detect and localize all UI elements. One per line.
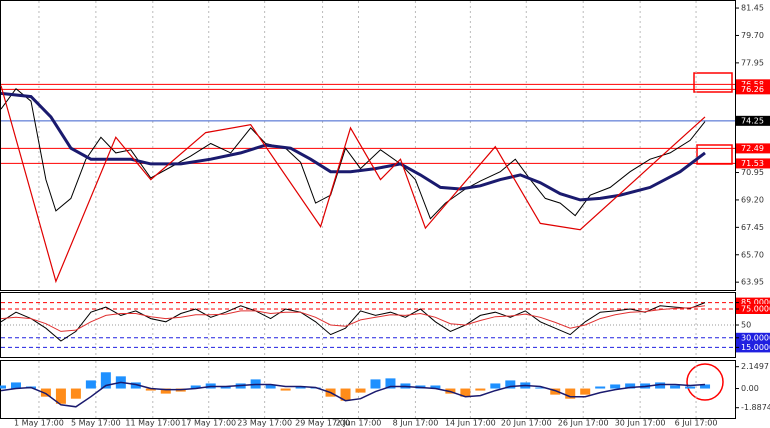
series-line [0,87,706,220]
histogram-bar [0,385,6,389]
y-tick-label: 30.0000 [741,333,770,342]
x-tick-label: 30 Jun 17:00 [615,419,666,428]
x-tick-label: 20 Jun 17:00 [501,419,552,428]
level-label: 74.25 [741,116,764,125]
histogram-bar [595,386,606,389]
histogram-bar [130,382,141,389]
histogram-bar [70,388,81,399]
histogram-bar [685,386,696,389]
level-label-bg [736,143,770,154]
series-line [0,381,706,408]
histogram-bar [430,385,441,389]
histogram-bar [85,380,96,389]
histogram-bar [40,388,51,397]
y-tick-label: 15.0000 [741,343,770,352]
x-tick-label: 23 May 17:00 [237,419,292,428]
y-tick-label: 85.0000 [741,298,770,307]
histogram-bar [370,379,381,389]
series-line [0,91,706,202]
y-tick-label: 75.0000 [741,305,770,314]
macd-panel [0,360,736,419]
histogram-bar [610,384,621,389]
level-label-bg [736,84,770,95]
histogram-bar [340,388,351,401]
histogram-bar [385,378,396,389]
x-tick-label: 26 Jun 17:00 [558,419,609,428]
zone-box [693,72,733,93]
histogram-bar [220,386,231,389]
histogram-bar [460,388,471,397]
histogram-bar [190,385,201,389]
y-tick-label: -1.8874 [741,403,770,412]
series-line [0,305,706,332]
tick-label-bg [736,297,770,308]
y-tick-label: 69.20 [741,195,764,204]
y-tick-label: 77.95 [741,58,764,67]
x-tick-label: 1 May 17:00 [14,419,64,428]
tick-label-bg [736,342,770,353]
histogram-bar [565,388,576,399]
histogram-bar [295,386,306,389]
histogram-bar [55,388,66,404]
histogram-bar [160,388,171,394]
histogram-bar [655,382,666,389]
histogram-bar [670,385,681,389]
y-tick-label: 50 [741,321,751,330]
tick-label-bg [736,304,770,314]
histogram-bar [145,388,156,391]
level-label-bg [736,79,770,90]
histogram-bar [700,384,711,389]
level-label: 76.58 [741,80,764,89]
x-tick-label: 11 May 17:00 [125,419,180,428]
histogram-bar [550,388,561,395]
histogram-bar [535,387,546,389]
price-panel [0,0,736,291]
zone-box [696,144,733,165]
histogram-bar [280,388,291,391]
histogram-bar [100,372,111,389]
series-line [0,85,706,284]
level-label-bg [736,115,770,126]
y-tick-label: 65.70 [741,250,764,259]
x-tick-label: 17 May 17:00 [181,419,236,428]
x-tick-label: 2 Jun 17:00 [336,419,382,428]
level-label: 71.53 [741,159,764,168]
level-label-bg [736,158,770,169]
y-tick-label: 63.95 [741,278,764,287]
x-tick-label: 5 May 17:00 [71,419,121,428]
x-tick-label: 14 Jun 17:00 [445,419,496,428]
histogram-bar [490,383,501,389]
y-tick-label: 79.70 [741,31,764,40]
x-tick-label: 29 May 17:00 [295,419,350,428]
histogram-bar [10,382,21,389]
y-tick-label: 0.00 [741,384,759,393]
histogram-bar [505,380,516,389]
y-tick-label: 81.45 [741,4,764,13]
x-tick-label: 6 Jul 17:00 [675,419,718,428]
level-label: 72.49 [741,144,764,153]
series-line [0,302,706,342]
histogram-bar [625,383,636,389]
tick-label-bg [736,332,770,343]
y-tick-label: 70.95 [741,168,764,177]
x-tick-label: 8 Jun 17:00 [393,419,439,428]
y-tick-label: 2.1497 [741,362,769,371]
highlight-circle [686,363,724,401]
y-tick-label: 67.45 [741,223,764,232]
histogram-bar [265,384,276,389]
histogram-bar [355,388,366,393]
histogram-bar [475,388,486,391]
level-label: 76.26 [741,85,764,94]
histogram-bar [580,388,591,395]
